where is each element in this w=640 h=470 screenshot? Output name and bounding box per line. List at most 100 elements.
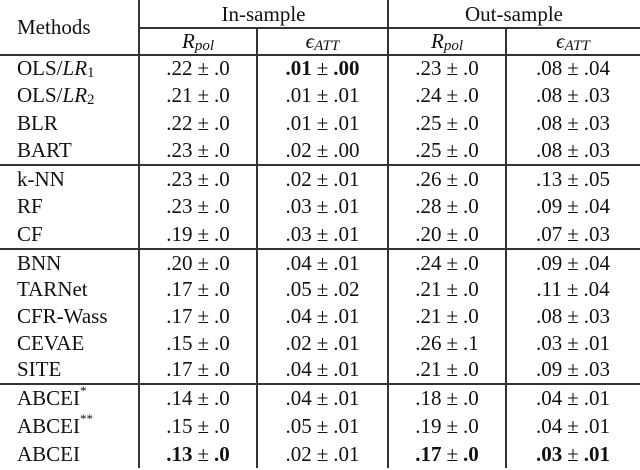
method-name: ABCEI — [17, 413, 80, 438]
std-value: .1 — [463, 330, 479, 355]
plus-minus-symbol: ± — [446, 386, 459, 411]
std-value: .0 — [214, 441, 230, 466]
std-value: .04 — [583, 194, 611, 219]
value-cell: .26 ± .1 — [388, 330, 506, 357]
std-value: .0 — [463, 56, 479, 81]
std-value: .00 — [333, 137, 360, 162]
mean-value: .25 — [415, 110, 442, 135]
std-value: .01 — [583, 386, 611, 411]
plus-minus-symbol: ± — [446, 250, 459, 275]
method-name: OLS/ — [17, 83, 63, 108]
method-name: CEVAE — [17, 330, 85, 355]
mean-value: .07 — [535, 221, 563, 246]
value-cell: .17 ± .0 — [388, 440, 506, 468]
plus-minus-symbol: ± — [197, 330, 210, 355]
metric-sub: pol — [194, 38, 214, 54]
plus-minus-symbol: ± — [197, 250, 210, 275]
std-value: .03 — [583, 110, 611, 135]
value-cell: .23 ± .0 — [388, 55, 506, 82]
value-cell: .09 ± .04 — [506, 250, 640, 277]
mean-value: .18 — [415, 386, 442, 411]
std-value: .03 — [583, 83, 611, 108]
metric-sub: ATT — [314, 38, 340, 54]
plus-minus-symbol: ± — [197, 221, 210, 246]
std-value: .01 — [333, 303, 360, 328]
std-value: .01 — [333, 194, 360, 219]
mean-value: .04 — [285, 386, 312, 411]
mean-value: .02 — [285, 137, 312, 162]
mean-value: .03 — [535, 330, 563, 355]
mean-value: .04 — [285, 250, 312, 275]
method-superscript: * — [80, 383, 87, 399]
std-value: .03 — [583, 137, 611, 162]
method-math: LR — [62, 56, 88, 81]
std-value: .03 — [583, 357, 611, 382]
mean-value: .08 — [535, 56, 563, 81]
value-cell: .01 ± .00 — [257, 55, 388, 82]
std-value: .0 — [463, 386, 479, 411]
metric-sub: ATT — [564, 38, 590, 54]
std-value: .0 — [214, 56, 230, 81]
std-value: .0 — [214, 137, 230, 162]
std-value: .0 — [214, 83, 230, 108]
std-value: .0 — [214, 194, 230, 219]
value-cell: .08 ± .03 — [506, 303, 640, 330]
std-value: .0 — [214, 413, 230, 438]
plus-minus-symbol: ± — [567, 167, 579, 192]
value-cell: .23 ± .0 — [139, 137, 257, 164]
group-separator-3 — [0, 383, 640, 385]
plus-minus-symbol: ± — [446, 413, 459, 438]
mean-value: .08 — [535, 303, 563, 328]
plus-minus-symbol: ± — [567, 250, 579, 275]
plus-minus-symbol: ± — [316, 167, 329, 192]
std-value: .0 — [463, 250, 479, 275]
plus-minus-symbol: ± — [197, 357, 210, 382]
std-value: .0 — [463, 110, 479, 135]
value-cell: .04 ± .01 — [257, 250, 388, 277]
plus-minus-symbol: ± — [567, 221, 579, 246]
mean-value: .17 — [166, 303, 193, 328]
value-cell: .13 ± .0 — [139, 440, 257, 468]
metric-header-in-eatt: ϵ ATT — [257, 28, 388, 55]
std-value: .01 — [333, 330, 360, 355]
plus-minus-symbol: ± — [567, 303, 579, 328]
value-cell: .18 ± .0 — [388, 385, 506, 413]
plus-minus-symbol: ± — [567, 56, 579, 81]
method-label: SITE — [0, 356, 139, 383]
std-value: .0 — [463, 221, 479, 246]
plus-minus-symbol: ± — [566, 277, 579, 302]
mean-value: .24 — [415, 250, 442, 275]
std-value: .01 — [333, 250, 360, 275]
mean-value: .02 — [285, 441, 312, 466]
value-cell: .11 ± .04 — [506, 277, 640, 304]
method-name: ABCEI — [17, 386, 80, 411]
value-cell: .04 ± .01 — [257, 356, 388, 383]
group-separator-1 — [0, 164, 640, 166]
method-math: LR — [62, 83, 88, 108]
value-cell: .19 ± .0 — [388, 413, 506, 441]
plus-minus-symbol: ± — [197, 137, 210, 162]
value-cell: .02 ± .01 — [257, 440, 388, 468]
std-value: .00 — [333, 56, 360, 81]
out-sample-header: Out-sample — [465, 1, 563, 26]
methods-header: Methods — [17, 15, 91, 39]
std-value: .04 — [583, 56, 611, 81]
method-name: CF — [17, 221, 43, 246]
plus-minus-symbol: ± — [567, 330, 579, 355]
header-bottom-rule — [0, 54, 640, 56]
method-label: CEVAE — [0, 330, 139, 357]
std-value: .0 — [214, 357, 230, 382]
plus-minus-symbol: ± — [316, 330, 329, 355]
std-value: .01 — [333, 441, 360, 466]
value-cell: .22 ± .0 — [139, 110, 257, 137]
mean-value: .15 — [166, 330, 193, 355]
std-value: .0 — [463, 277, 479, 302]
plus-minus-symbol: ± — [446, 441, 459, 466]
mean-value: .19 — [166, 221, 193, 246]
plus-minus-symbol: ± — [446, 137, 459, 162]
plus-minus-symbol: ± — [197, 277, 210, 302]
method-name: BLR — [17, 110, 58, 135]
value-cell: .08 ± .03 — [506, 110, 640, 137]
metric-base: ϵ — [305, 29, 315, 53]
